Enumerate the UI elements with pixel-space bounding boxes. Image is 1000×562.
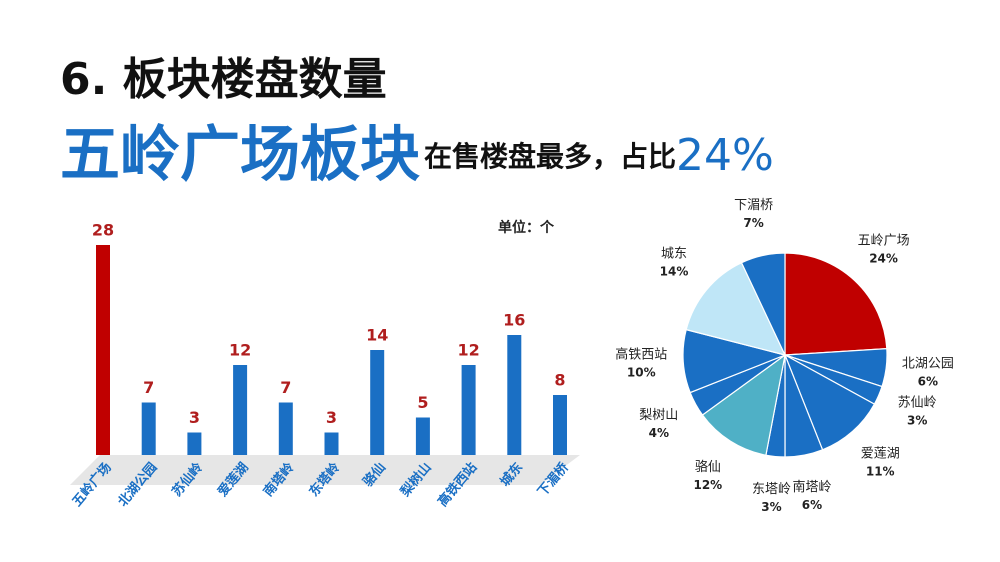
value-label: 5 <box>417 393 428 412</box>
value-label: 3 <box>189 408 200 427</box>
pie-slice <box>783 353 876 451</box>
value-label: 7 <box>143 378 154 397</box>
value-label: 8 <box>554 371 565 390</box>
bar <box>507 335 522 455</box>
slice-label: 爱莲湖 <box>861 447 900 462</box>
floor-shadow <box>70 455 580 485</box>
slice-value-label: 12% <box>693 478 722 492</box>
value-label: 12 <box>229 341 251 360</box>
slice-label: 苏仙岭 <box>898 395 937 411</box>
bar <box>96 245 110 455</box>
bar <box>370 350 385 455</box>
slide-title: 6. 板块楼盘数量 <box>60 54 387 105</box>
value-label: 12 <box>457 341 479 360</box>
slice-label: 东塔岭 <box>752 482 791 497</box>
bar <box>233 365 248 455</box>
slice-label: 城东 <box>661 247 687 262</box>
slice-label: 五岭广场 <box>858 234 910 249</box>
headline-rest: 在售楼盘最多，占比 <box>424 140 676 173</box>
value-label: 28 <box>92 221 114 240</box>
slice-value-label: 6% <box>802 498 822 512</box>
slice-value-label: 14% <box>660 265 689 279</box>
pie-slice <box>740 252 786 356</box>
slice-value-label: 11% <box>866 465 895 479</box>
slice-label: 北湖公园 <box>902 357 954 372</box>
bar <box>141 402 156 455</box>
slice-label: 高铁西站 <box>615 347 667 363</box>
slice-value-label: 3% <box>761 500 781 514</box>
unit-label: 单位：个 <box>498 219 555 236</box>
slice-value-label: 10% <box>627 366 656 380</box>
slice-value-label: 6% <box>918 375 938 389</box>
slice-label: 梨树山 <box>639 408 678 423</box>
slice-value-label: 3% <box>907 414 927 428</box>
pie-slice <box>701 353 786 456</box>
headline-share: 24% <box>676 130 774 181</box>
bar <box>415 417 430 455</box>
bar <box>553 395 567 455</box>
slice-value-label: 24% <box>869 252 898 266</box>
slice-value-label: 7% <box>743 216 763 230</box>
pie-slice <box>784 252 888 356</box>
value-label: 14 <box>366 326 388 345</box>
bar <box>187 432 202 455</box>
slice-label: 下湄桥 <box>734 198 773 213</box>
slice-label: 骆仙 <box>695 459 721 475</box>
bar <box>461 365 476 455</box>
bar <box>324 432 339 455</box>
value-label: 16 <box>503 311 525 330</box>
value-label: 7 <box>280 378 291 397</box>
headline-main: 五岭广场板块 <box>60 120 420 190</box>
pie-slice <box>685 261 787 356</box>
bar <box>278 402 293 455</box>
slice-value-label: 4% <box>649 426 669 440</box>
slice-label: 南塔岭 <box>792 479 831 495</box>
headline: 五岭广场板块 在售楼盘最多，占比24% <box>60 120 774 190</box>
value-label: 3 <box>326 408 337 427</box>
